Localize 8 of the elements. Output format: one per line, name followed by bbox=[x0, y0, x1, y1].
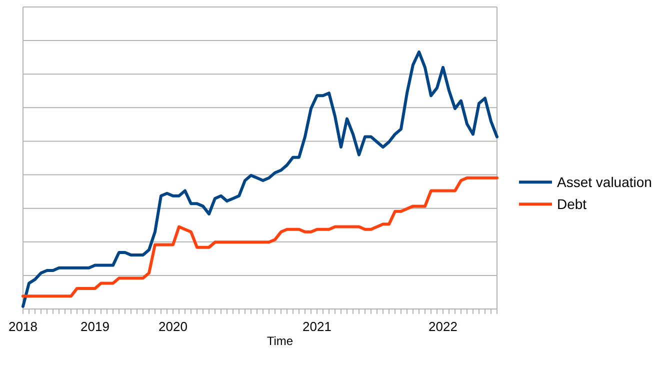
legend-label: Asset valuation bbox=[557, 174, 652, 190]
x-tick-label: 2021 bbox=[302, 319, 332, 334]
x-tick-label: 2019 bbox=[80, 319, 110, 334]
x-tick-label: 2022 bbox=[428, 319, 458, 334]
x-tick-label: 2018 bbox=[8, 319, 38, 334]
x-tick-label: 2020 bbox=[158, 319, 188, 334]
legend-label: Debt bbox=[557, 196, 587, 212]
x-axis-title: Time bbox=[266, 334, 294, 348]
